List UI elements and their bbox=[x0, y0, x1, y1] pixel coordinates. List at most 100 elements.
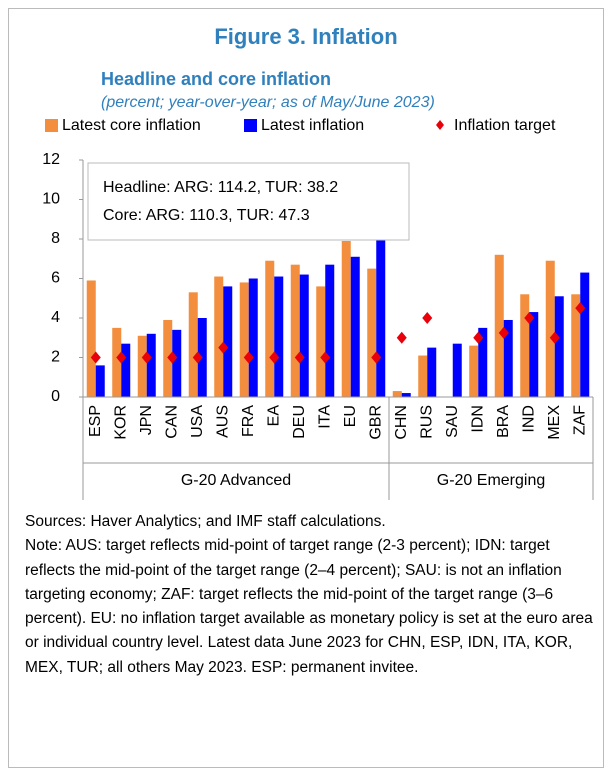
bar bbox=[571, 294, 581, 397]
target-marker bbox=[192, 351, 203, 364]
target-marker bbox=[141, 351, 152, 364]
x-tick-label: RUS bbox=[418, 405, 435, 439]
annotation-box bbox=[87, 162, 410, 241]
x-tick-label: KOR bbox=[112, 405, 129, 440]
bar bbox=[223, 286, 233, 397]
x-tick-label: ITA bbox=[316, 405, 333, 429]
bar bbox=[418, 355, 428, 397]
target-marker bbox=[243, 351, 254, 364]
bar bbox=[163, 319, 173, 397]
bar bbox=[452, 343, 462, 397]
x-tick-label: FRA bbox=[240, 405, 257, 437]
y-tick-label: 0 bbox=[51, 388, 60, 405]
x-tick-label: ZAF bbox=[571, 405, 588, 435]
target-marker bbox=[396, 331, 407, 344]
note: Note: AUS: target reflects mid-point of … bbox=[25, 537, 593, 676]
legend-label: Latest core inflation bbox=[62, 117, 201, 134]
x-tick-label: SAU bbox=[444, 405, 461, 438]
x-tick-label: USA bbox=[189, 405, 206, 438]
target-marker bbox=[371, 351, 382, 364]
bar bbox=[86, 280, 96, 397]
target-marker bbox=[473, 331, 484, 344]
bar bbox=[299, 274, 309, 397]
chart-subtitle: Headline and core inflation bbox=[101, 69, 331, 89]
legend-marker bbox=[244, 119, 257, 132]
bar bbox=[239, 282, 249, 397]
bar bbox=[112, 327, 122, 397]
bar bbox=[554, 296, 564, 397]
chart: Figure 3. Inflation Headline and core in… bbox=[42, 24, 594, 500]
units-label: (percent; year-over-year; as of May/June… bbox=[101, 94, 435, 111]
target-marker bbox=[320, 351, 331, 364]
legend-label: Latest inflation bbox=[261, 117, 364, 134]
bar bbox=[248, 278, 258, 397]
bar bbox=[121, 343, 131, 397]
x-tick-label: BRA bbox=[495, 405, 512, 438]
bar bbox=[469, 345, 479, 397]
chart-title: Figure 3. Inflation bbox=[214, 24, 397, 49]
bar bbox=[580, 272, 590, 397]
target-marker bbox=[422, 312, 433, 324]
target-marker bbox=[167, 351, 178, 364]
bar bbox=[520, 294, 530, 397]
x-tick-label: CAN bbox=[163, 405, 180, 439]
x-tick-label: AUS bbox=[214, 405, 231, 438]
target-marker bbox=[524, 312, 535, 324]
x-tick-label: CHN bbox=[393, 405, 410, 440]
notes: Sources: Haver Analytics; and IMF staff … bbox=[25, 510, 600, 680]
target-marker bbox=[116, 351, 127, 364]
x-tick-label: IND bbox=[520, 405, 537, 433]
x-tick-label: DEU bbox=[291, 405, 308, 439]
bar bbox=[478, 327, 488, 397]
y-tick-label: 8 bbox=[51, 230, 60, 247]
bar bbox=[325, 264, 335, 397]
bar bbox=[529, 312, 539, 397]
legend-marker bbox=[436, 120, 444, 130]
target-marker bbox=[218, 341, 229, 354]
group-label: G-20 Advanced bbox=[181, 472, 291, 489]
group-label: G-20 Emerging bbox=[437, 472, 546, 489]
bar bbox=[392, 391, 402, 397]
bar bbox=[137, 335, 147, 397]
bar bbox=[494, 254, 504, 397]
y-tick-label: 6 bbox=[51, 270, 60, 287]
bar bbox=[290, 264, 300, 397]
bar bbox=[188, 292, 198, 397]
target-marker bbox=[90, 351, 101, 364]
y-tick-label: 12 bbox=[42, 151, 60, 168]
bar bbox=[545, 260, 555, 397]
bar bbox=[172, 329, 182, 397]
target-marker bbox=[498, 326, 509, 339]
target-marker bbox=[549, 331, 560, 344]
bar bbox=[214, 276, 224, 397]
bar bbox=[401, 393, 411, 397]
bar bbox=[341, 240, 351, 397]
y-tick-label: 10 bbox=[42, 191, 60, 208]
x-tick-label: IDN bbox=[469, 405, 486, 433]
bar bbox=[274, 276, 284, 397]
bar bbox=[376, 225, 386, 397]
x-tick-label: GBR bbox=[367, 405, 384, 440]
y-tick-label: 2 bbox=[51, 349, 60, 366]
bar bbox=[95, 365, 105, 397]
bar bbox=[316, 286, 326, 397]
y-tick-label: 4 bbox=[51, 309, 60, 326]
bar bbox=[503, 319, 513, 397]
bar bbox=[427, 347, 437, 397]
bar bbox=[265, 260, 275, 397]
x-tick-label: ESP bbox=[87, 405, 104, 437]
x-tick-label: MEX bbox=[546, 405, 563, 440]
sources: Sources: Haver Analytics; and IMF staff … bbox=[25, 513, 386, 530]
x-tick-label: JPN bbox=[138, 405, 155, 435]
bar bbox=[146, 333, 156, 397]
x-tick-label: EU bbox=[342, 405, 359, 427]
target-marker bbox=[294, 351, 305, 364]
legend-marker bbox=[45, 119, 58, 132]
x-tick-label: EA bbox=[265, 405, 282, 427]
target-marker bbox=[269, 351, 280, 364]
bar bbox=[350, 256, 360, 397]
bar bbox=[367, 268, 377, 397]
annotation-text: Headline: ARG: 114.2, TUR: 38.2 bbox=[103, 179, 338, 196]
target-marker bbox=[575, 302, 586, 315]
